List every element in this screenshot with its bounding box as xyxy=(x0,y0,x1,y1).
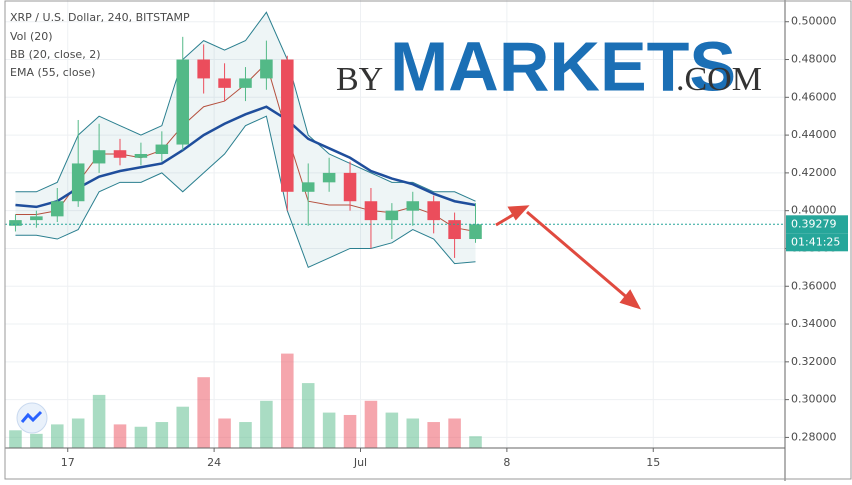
legend-item: BB (20, close, 2) xyxy=(10,48,101,61)
candle-body xyxy=(364,201,378,221)
logo xyxy=(16,402,48,434)
candle-body xyxy=(197,59,210,79)
y-tick-label: 0.42000 xyxy=(791,166,837,179)
chart-title: XRP / U.S. Dollar, 240, BITSTAMP xyxy=(10,11,190,24)
candle-body xyxy=(260,59,273,79)
candle-body xyxy=(218,78,231,88)
countdown-tag xyxy=(786,233,848,252)
legend-item: Vol (20) xyxy=(10,30,53,43)
y-tick-label: 0.44000 xyxy=(791,128,837,141)
candle-body xyxy=(469,224,482,240)
volume-bar xyxy=(448,418,461,448)
candle-body xyxy=(448,220,461,240)
watermark-suffix: .COM xyxy=(676,61,762,98)
volume-bar xyxy=(281,353,294,448)
candle-body xyxy=(239,78,252,88)
candle-body xyxy=(301,182,315,192)
volume-bar xyxy=(218,418,231,448)
arrow-head xyxy=(619,289,642,310)
bb-fill xyxy=(15,12,476,268)
candle-body xyxy=(155,144,169,154)
y-tick-label: 0.46000 xyxy=(791,90,837,103)
candle-body xyxy=(134,153,148,158)
y-tick-label: 0.40000 xyxy=(791,204,837,217)
y-tick-label: 0.36000 xyxy=(791,279,837,292)
x-tick-label: 17 xyxy=(61,456,75,469)
candle-body xyxy=(343,172,357,202)
last-price-label: 0.39279 xyxy=(791,217,837,230)
x-tick-label: 8 xyxy=(503,456,510,469)
candle-body xyxy=(385,210,399,221)
ema xyxy=(15,105,476,209)
arrow-down xyxy=(526,210,631,302)
volume-bar xyxy=(71,418,85,448)
candle-body xyxy=(176,59,190,145)
countdown-label: 01:41:25 xyxy=(791,235,840,248)
candle-body xyxy=(322,172,336,183)
plot xyxy=(5,11,785,448)
watermark: BY MARKETS .COM xyxy=(336,27,762,105)
volume-bar xyxy=(385,412,399,448)
frame xyxy=(4,0,852,480)
volume-bar xyxy=(92,394,106,448)
candle-body xyxy=(9,220,22,226)
y-tick-label: 0.34000 xyxy=(791,317,837,330)
annotation-arrows xyxy=(495,205,642,310)
candle-body xyxy=(92,150,106,164)
x-tick-label: Jul xyxy=(353,456,367,469)
volume-bar xyxy=(197,377,210,448)
volume-bar xyxy=(427,422,440,448)
watermark-prefix: BY xyxy=(336,61,383,98)
last-price-tag xyxy=(786,215,848,234)
y-tick-label: 0.30000 xyxy=(791,393,837,406)
logo-icon xyxy=(20,410,43,423)
volume-bar xyxy=(51,424,64,448)
volume-bar xyxy=(301,383,315,448)
volume-bar xyxy=(469,436,482,448)
bb-lower xyxy=(15,115,476,269)
grid xyxy=(5,0,785,448)
volume-bar xyxy=(134,426,148,448)
volume-bar xyxy=(239,422,252,448)
volume-bar xyxy=(155,422,169,448)
candle-body xyxy=(51,201,64,217)
volume-bar xyxy=(364,400,378,448)
volume-bar xyxy=(322,412,336,448)
candle-body xyxy=(71,163,85,202)
candle-body xyxy=(406,201,420,211)
watermark-main: MARKETS xyxy=(390,27,736,105)
volume-bar xyxy=(406,418,420,448)
volume-bar xyxy=(9,430,22,448)
bb-upper xyxy=(15,11,476,202)
candle-body xyxy=(30,216,43,221)
arrow-head xyxy=(507,205,530,221)
legend-item: EMA (55, close) xyxy=(10,66,95,79)
candle-body xyxy=(281,59,294,192)
y-tick-label: 0.50000 xyxy=(791,15,837,28)
y-tick-label: 0.48000 xyxy=(791,53,837,66)
candle-body xyxy=(113,150,127,158)
x-tick-label: 24 xyxy=(207,456,221,469)
volume-bar xyxy=(260,400,273,448)
x-tick-label: 15 xyxy=(646,456,660,469)
volume-bar xyxy=(343,414,357,448)
volume-bar xyxy=(176,406,190,448)
y-tick-label: 0.28000 xyxy=(791,430,837,443)
candle-body xyxy=(427,201,440,221)
y-tick-label: 0.32000 xyxy=(791,355,837,368)
volume-bar xyxy=(113,424,127,448)
volume-bar xyxy=(30,433,43,448)
